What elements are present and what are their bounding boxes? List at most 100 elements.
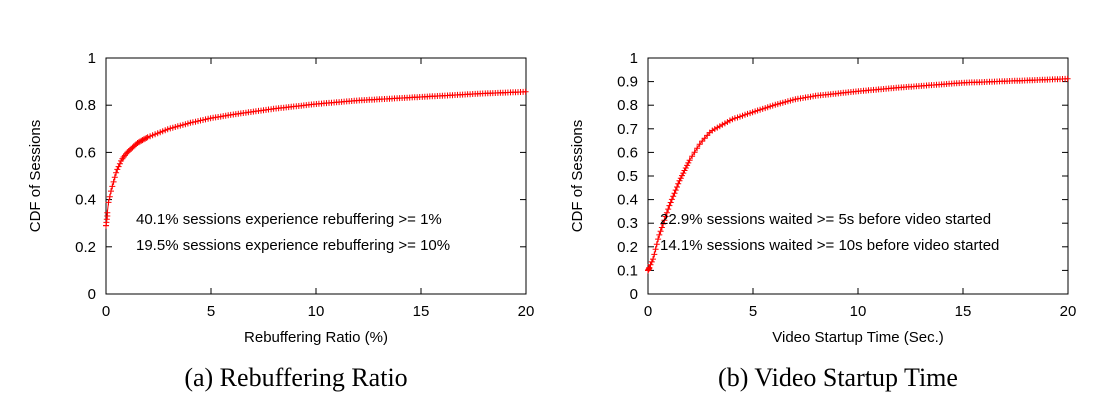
y-ticks: 0 0.1 0.2 0.3 0.4 0.5 0.6 0.7 0.8 0.9 1 xyxy=(617,50,1068,303)
data-point xyxy=(666,202,673,209)
panel-rebuffering-ratio: 0 5 10 15 20 0 0.2 0.4 0.6 0.8 1 40.1% sessions e… xyxy=(27,50,534,392)
data-point xyxy=(106,193,113,200)
data-point xyxy=(646,265,653,272)
y-tick-label: 0.8 xyxy=(617,97,638,114)
data-point xyxy=(685,159,692,166)
y-tick-label: 0.5 xyxy=(617,168,638,185)
y-tick-label: 0.1 xyxy=(617,262,638,279)
data-point xyxy=(116,160,123,167)
x-tick-label: 5 xyxy=(207,303,215,320)
data-point xyxy=(109,183,116,190)
x-tick-label: 5 xyxy=(749,303,757,320)
data-point xyxy=(782,99,789,105)
data-point xyxy=(108,188,114,195)
y-tick-label: 0.9 xyxy=(617,74,638,91)
data-point xyxy=(114,166,121,173)
y-tick-label: 1 xyxy=(630,50,638,67)
data-point xyxy=(658,224,665,231)
y-tick-label: 0.2 xyxy=(617,239,638,256)
data-point xyxy=(139,137,146,144)
data-point xyxy=(719,121,726,128)
data-point xyxy=(164,126,171,133)
data-point xyxy=(696,141,703,148)
annotation-1: 40.1% sessions experience rebuffering >=… xyxy=(136,211,442,228)
data-point xyxy=(657,228,664,235)
data-point xyxy=(689,153,696,160)
y-axis-label: CDF of Sessions xyxy=(569,120,586,233)
data-point xyxy=(769,102,776,109)
data-point xyxy=(686,157,693,164)
y-tick-label: 0 xyxy=(88,286,96,303)
data-point xyxy=(656,231,663,238)
data-marks xyxy=(103,88,529,229)
data-point xyxy=(1064,75,1071,82)
data-marks xyxy=(645,75,1071,274)
annotation-1: 22.9% sessions waited >= 5s before video… xyxy=(660,211,991,228)
data-point xyxy=(113,169,120,176)
y-axis-label: CDF of Sessions xyxy=(27,120,44,233)
x-tick-label: 20 xyxy=(1060,303,1077,320)
x-axis-label: Video Startup Time (Sec.) xyxy=(772,329,943,346)
y-tick-label: 1 xyxy=(88,50,96,67)
cdf-line xyxy=(105,91,526,226)
data-point xyxy=(731,115,738,122)
data-point xyxy=(667,199,674,206)
data-point xyxy=(648,258,655,265)
data-point xyxy=(694,145,701,152)
data-point xyxy=(655,236,662,243)
y-tick-label: 0 xyxy=(630,286,638,303)
data-point xyxy=(202,116,209,123)
data-point xyxy=(143,135,150,141)
panel-video-startup-time: 0 5 10 15 20 0 0.1 0.2 0.3 0.4 0.5 0.6 0.7 0.8 0.9 1 2… xyxy=(569,50,1076,392)
x-axis-label: Rebuffering Ratio (%) xyxy=(244,329,388,346)
caption: (a) Rebuffering Ratio xyxy=(184,363,407,392)
data-point xyxy=(665,206,672,213)
data-point xyxy=(647,261,654,268)
data-point xyxy=(672,187,679,194)
data-point xyxy=(110,178,117,185)
data-point xyxy=(653,241,660,248)
data-point xyxy=(668,196,675,203)
data-point xyxy=(104,213,111,219)
x-tick-label: 0 xyxy=(102,303,110,320)
x-tick-label: 10 xyxy=(308,303,325,320)
data-point xyxy=(682,165,689,171)
y-tick-label: 0.8 xyxy=(75,97,96,114)
data-point xyxy=(115,163,122,170)
data-point xyxy=(177,122,184,129)
x-ticks: 0 5 10 15 20 xyxy=(102,58,535,320)
y-tick-label: 0.6 xyxy=(617,144,638,161)
y-tick-label: 0.4 xyxy=(75,192,96,209)
data-point xyxy=(674,184,680,190)
data-point xyxy=(650,256,656,263)
y-tick-label: 0.2 xyxy=(75,239,96,256)
data-point xyxy=(671,190,678,197)
x-tick-label: 0 xyxy=(644,303,652,320)
x-tick-label: 20 xyxy=(518,303,535,320)
data-point xyxy=(757,106,764,113)
annotation-2: 19.5% sessions experience rebuffering >=… xyxy=(136,237,450,254)
data-point xyxy=(675,180,682,187)
x-tick-label: 10 xyxy=(850,303,867,320)
x-tick-label: 15 xyxy=(413,303,430,320)
data-point xyxy=(652,246,659,253)
y-tick-label: 0.3 xyxy=(617,215,638,232)
data-point xyxy=(660,220,667,227)
data-point xyxy=(651,251,658,258)
data-point xyxy=(661,217,668,224)
data-point xyxy=(152,131,159,138)
data-point xyxy=(105,199,112,206)
x-tick-label: 15 xyxy=(955,303,972,320)
y-tick-label: 0.7 xyxy=(617,121,638,138)
caption: (b) Video Startup Time xyxy=(718,363,958,392)
y-tick-label: 0.6 xyxy=(75,144,96,161)
y-ticks: 0 0.2 0.4 0.6 0.8 1 xyxy=(75,50,526,303)
data-point xyxy=(111,174,118,181)
data-point xyxy=(522,88,529,95)
data-point xyxy=(670,193,677,200)
data-point xyxy=(744,110,751,117)
data-point xyxy=(663,209,670,216)
data-point xyxy=(677,175,684,182)
data-point xyxy=(680,170,687,177)
